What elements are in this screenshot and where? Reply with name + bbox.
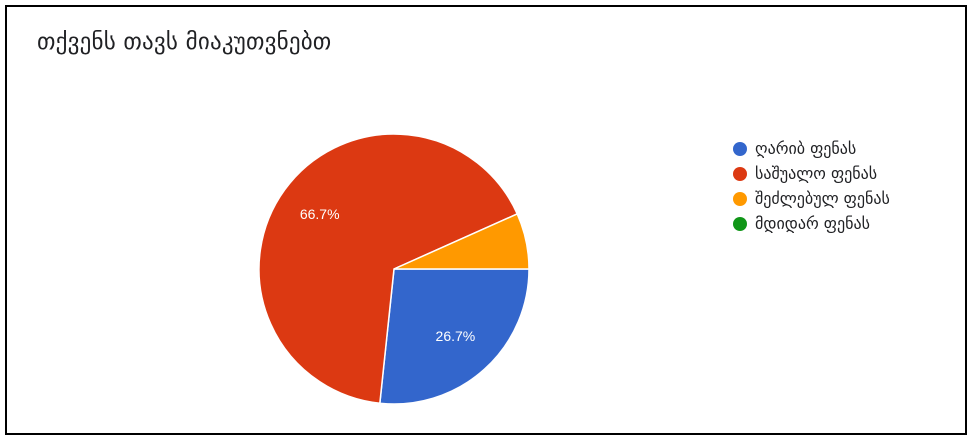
legend-item-3: მდიდარ ფენას (733, 211, 890, 236)
legend-label: შეძლებულ ფენას (755, 189, 890, 208)
legend-swatch (733, 141, 747, 156)
legend-swatch (733, 191, 747, 206)
legend-label: საშუალო ფენას (755, 164, 878, 183)
legend-label: მდიდარ ფენას (755, 214, 870, 233)
legend-item-0: ღარიბ ფენას (733, 136, 890, 161)
chart-title: თქვენს თავს მიაკუთვნებთ (37, 29, 332, 55)
pie-slice-1 (258, 133, 519, 405)
pie-slice-0 (379, 268, 530, 405)
pie-data-label-0: 26.7% (436, 328, 476, 344)
legend-swatch (733, 216, 747, 231)
legend-label: ღარიბ ფენას (755, 139, 857, 158)
legend-swatch (733, 166, 747, 181)
chart-legend: ღარიბ ფენას საშუალო ფენას შეძლებულ ფენას მდ… (733, 136, 890, 236)
legend-item-2: შეძლებულ ფენას (733, 186, 890, 211)
legend-item-1: საშუალო ფენას (733, 161, 890, 186)
pie-slice-2 (393, 212, 530, 270)
pie-data-label-1: 66.7% (300, 206, 340, 222)
